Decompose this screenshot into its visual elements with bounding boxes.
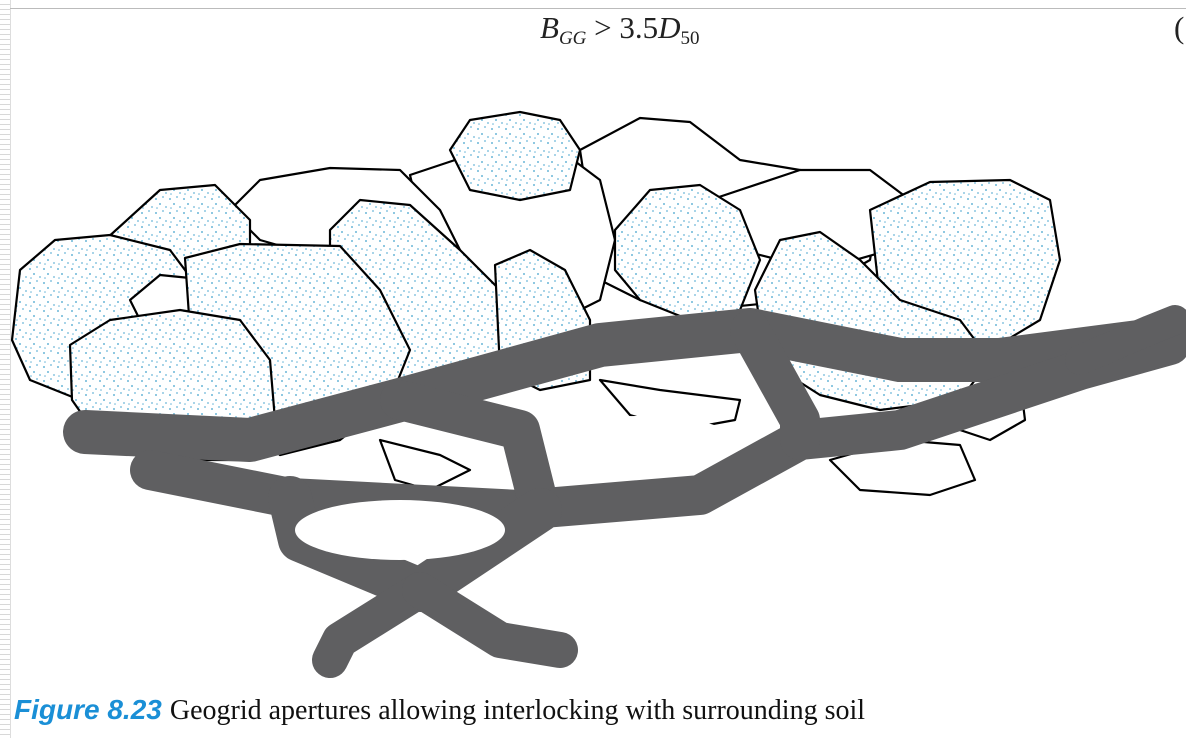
page: BGG > 3.5D50 ( [0,0,1186,738]
figure-caption: Figure 8.23 Geogrid apertures allowing in… [14,694,865,727]
figure-label: Figure 8.23 [14,694,162,725]
geogrid-illustration [0,0,1186,690]
caption-text: Geogrid apertures allowing interlocking … [170,695,865,726]
